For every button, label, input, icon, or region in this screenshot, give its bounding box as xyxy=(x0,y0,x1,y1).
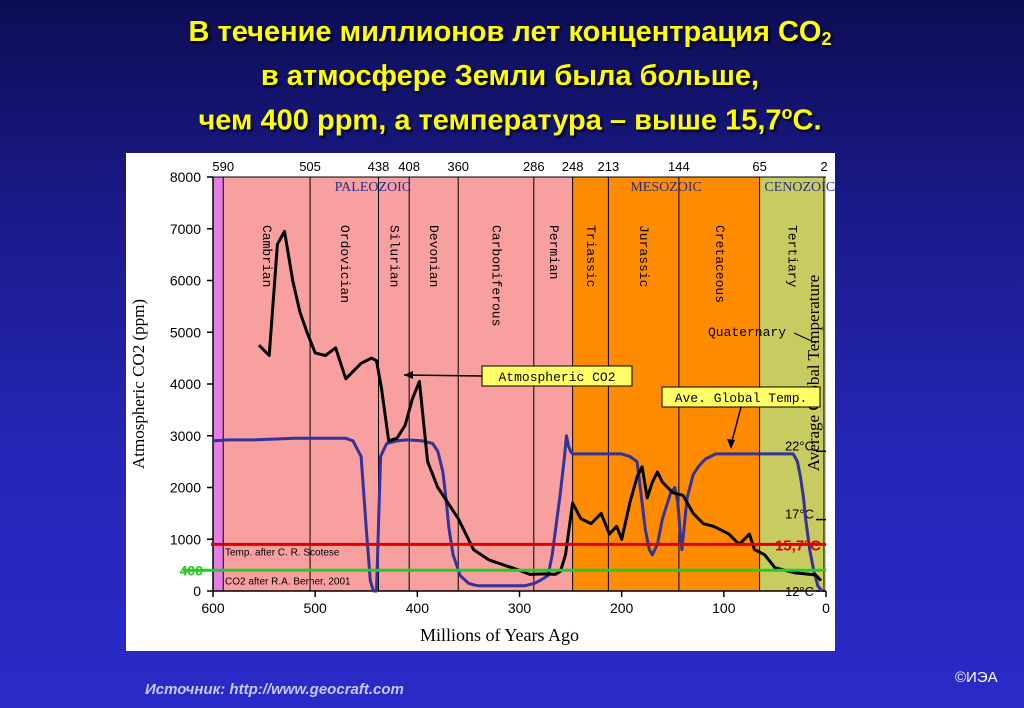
temp-annotation-text: Ave. Global Temp. xyxy=(675,391,808,406)
top-tick-label: 213 xyxy=(598,159,620,174)
co2-series-line xyxy=(257,229,823,582)
top-tick-label: 408 xyxy=(398,159,420,174)
co2-temperature-chart: 590 505 438 408 360 286 248 213 144 65 20100020003… xyxy=(129,159,835,645)
copyright-mark: ©ИЭА xyxy=(955,669,998,686)
source-citation: Источник: http://www.geocraft.com xyxy=(145,681,404,698)
title-line-1: В течение миллионов лет концентрация CO xyxy=(188,16,822,48)
period-label: Cretaceous xyxy=(712,225,727,303)
quaternary-band xyxy=(823,177,826,591)
top-tick-label: 248 xyxy=(562,159,584,174)
y-tick-label: 5000 xyxy=(170,324,201,340)
era-label: MESOZOIC xyxy=(630,180,702,195)
top-tick-label: 2 xyxy=(820,159,827,174)
period-label: Tertiary xyxy=(784,225,799,288)
slide-title: В течение миллионов лет концентрация CO2… xyxy=(60,14,960,140)
co2-annotation-arrow xyxy=(403,374,483,377)
period-label: Ordovician xyxy=(337,225,352,303)
co2-annotation-arrowhead xyxy=(404,371,413,379)
top-tick-label: 505 xyxy=(299,159,321,174)
period-label: Jurassic xyxy=(636,225,651,287)
label-400: 400 xyxy=(180,562,204,578)
y-tick-label: 1000 xyxy=(170,531,201,547)
temp-annotation-arrowhead xyxy=(727,439,735,449)
credit-line-2: CO2 after R.A. Berner, 2001 xyxy=(225,576,351,587)
title-line-1-subscript: 2 xyxy=(821,29,832,49)
x-tick-label: 500 xyxy=(303,600,327,616)
title-line-3-degree: о xyxy=(781,103,793,123)
era-label: CENOZOIC xyxy=(764,180,835,195)
co2-annotation-text: Atmospheric CO2 xyxy=(498,370,615,385)
era-band-cenozoic xyxy=(759,177,824,591)
y-tick-label: 3000 xyxy=(170,428,201,444)
period-label: Devonian xyxy=(426,225,441,287)
temp-annotation-arrow xyxy=(730,406,742,446)
period-label: Permian xyxy=(546,225,561,280)
title-line-3: чем 400 ppm, а температура – выше 15,7 xyxy=(198,104,782,137)
quaternary-arrow xyxy=(793,332,817,344)
temperature-series-line xyxy=(212,434,824,593)
y-tick-label: 6000 xyxy=(170,273,201,289)
precambrian-band xyxy=(213,177,224,591)
x-tick-label: 100 xyxy=(712,600,736,616)
y-axis-title-right: Average Global Temperature xyxy=(804,275,823,471)
period-label: Triassic xyxy=(583,225,598,287)
x-tick-label: 600 xyxy=(201,600,225,616)
temp-tick-label: 12°C xyxy=(785,584,814,599)
x-tick-label: 0 xyxy=(822,600,830,616)
chart-frame: 590 505 438 408 360 286 248 213 144 65 2 0 1000 2000 3… xyxy=(126,153,835,651)
y-axis-title-left: Atmospheric CO2 (ppm) xyxy=(129,299,148,469)
top-tick-label: 286 xyxy=(523,159,545,174)
y-tick-label: 7000 xyxy=(170,221,201,237)
period-label: Carboniferous xyxy=(489,225,504,326)
top-tick-label: 144 xyxy=(668,159,690,174)
y-tick-label: 8000 xyxy=(170,169,201,185)
y-tick-label: 2000 xyxy=(170,480,201,496)
credit-line-1: Temp. after C. R. Scotese xyxy=(225,547,340,558)
top-tick-label: 360 xyxy=(447,159,469,174)
temp-tick-label: 17°C xyxy=(785,507,814,522)
title-line-2: в атмосфере Земли была больше, xyxy=(260,60,760,92)
title-line-3-end: С. xyxy=(792,104,822,137)
era-label: PALEOZOIC xyxy=(335,180,412,195)
top-tick-label: 438 xyxy=(368,159,390,174)
period-label: Silurian xyxy=(386,225,401,287)
quaternary-label: Quaternary xyxy=(708,325,786,340)
x-tick-label: 200 xyxy=(610,600,634,616)
top-tick-label: 65 xyxy=(752,159,766,174)
period-label: Cambrian xyxy=(259,225,274,287)
label-15-7: 15,7°C xyxy=(775,537,821,554)
temp-tick-label: 22°C xyxy=(785,438,814,453)
top-tick-label: 590 xyxy=(212,159,234,174)
x-tick-label: 400 xyxy=(406,600,430,616)
x-tick-label: 300 xyxy=(508,600,532,616)
y-tick-label: 4000 xyxy=(170,376,201,392)
x-axis-title: Millions of Years Ago xyxy=(420,625,579,645)
y-tick-label: 0 xyxy=(193,583,201,599)
